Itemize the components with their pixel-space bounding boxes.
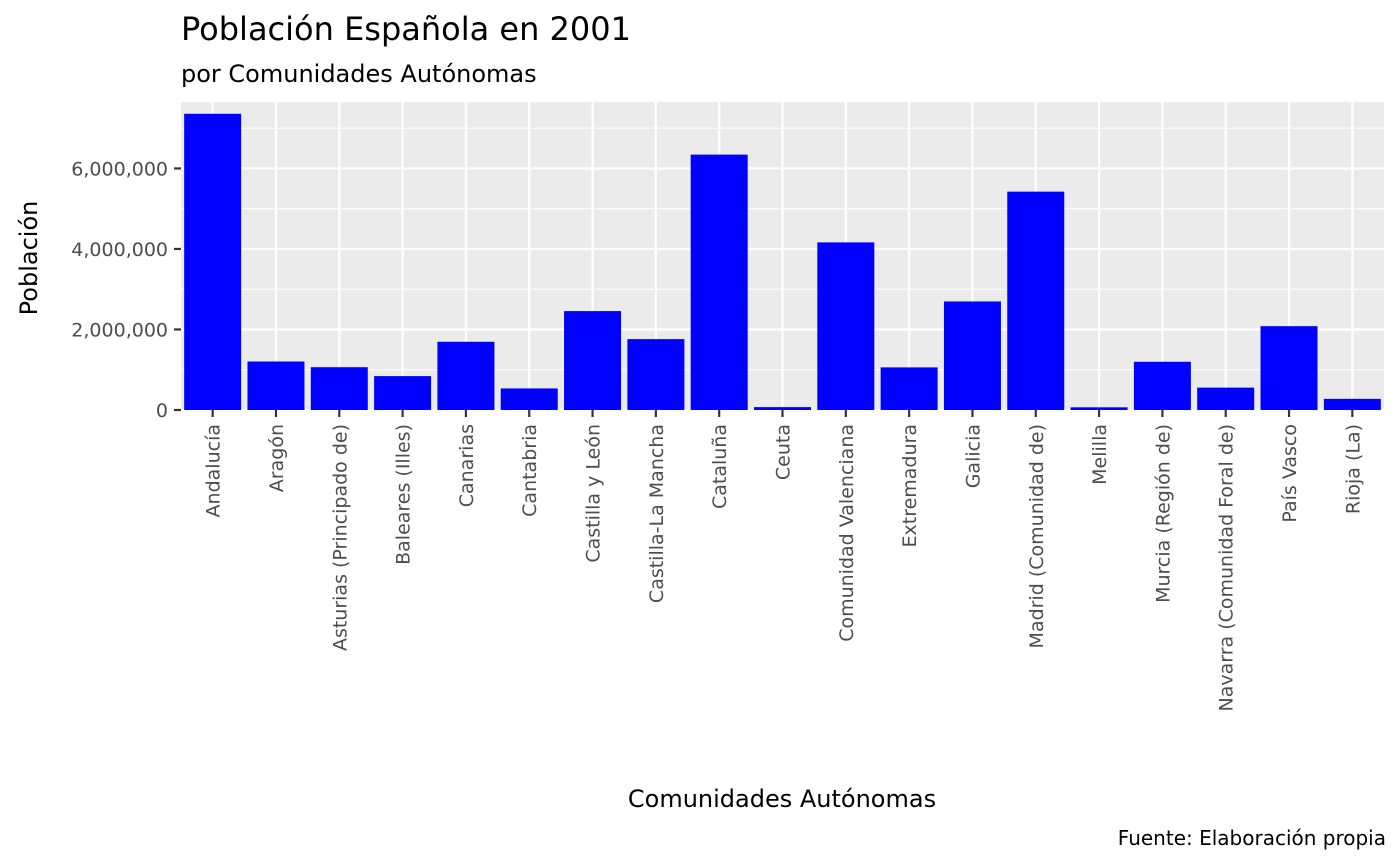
- bar: [817, 242, 875, 410]
- chart-title: Población Española en 2001: [181, 10, 631, 48]
- bar: [310, 367, 368, 410]
- x-tick-label: Asturias (Principado de): [329, 424, 351, 651]
- y-tick-label: 4,000,000: [71, 239, 168, 261]
- bar: [754, 407, 811, 410]
- bar: [184, 113, 242, 410]
- bar: [880, 367, 938, 410]
- x-axis: Andalucía Aragón Asturias (Principado de) B…: [203, 410, 1364, 712]
- x-tick-label: Comunidad Valenciana: [836, 424, 858, 642]
- y-tick-label: 2,000,000: [71, 319, 168, 341]
- x-tick-label: Baleares (Illes): [393, 424, 415, 565]
- x-tick-label: Canarias: [456, 424, 478, 507]
- x-tick-label: Rioja (La): [1342, 424, 1364, 514]
- x-tick-label: Ceuta: [773, 424, 795, 480]
- x-tick-label: Galicia: [962, 424, 984, 488]
- bar: [500, 388, 558, 410]
- x-tick-label: Murcia (Región de): [1152, 424, 1174, 603]
- bar: [247, 361, 305, 410]
- bar: [1007, 191, 1065, 410]
- bar: [690, 154, 748, 410]
- bar: [1070, 407, 1128, 410]
- y-tick-label: 0: [156, 400, 168, 422]
- y-axis: 0 2,000,000 4,000,000 6,000,000: [71, 158, 181, 422]
- bar: [943, 301, 1001, 410]
- bar: [627, 339, 685, 410]
- x-tick-label: País Vasco: [1279, 424, 1301, 523]
- x-tick-label: Madrid (Comunidad de): [1026, 424, 1048, 648]
- chart-caption: Fuente: Elaboración propia: [1118, 826, 1386, 850]
- x-tick-label: Melilla: [1089, 424, 1111, 485]
- bar: [564, 311, 622, 410]
- bars: [184, 113, 1381, 410]
- bar: [1260, 326, 1318, 410]
- x-tick-label: Navarra (Comunidad Foral de): [1216, 424, 1238, 712]
- x-tick-label: Cataluña: [709, 424, 731, 509]
- y-tick-label: 6,000,000: [71, 158, 168, 180]
- x-tick-label: Cantabria: [519, 424, 541, 517]
- x-tick-label: Andalucía: [203, 424, 225, 517]
- bar: [374, 376, 432, 410]
- x-tick-label: Castilla y León: [583, 424, 605, 563]
- x-tick-label: Extremadura: [899, 424, 921, 548]
- y-axis-title: Población: [15, 201, 43, 316]
- x-axis-title: Comunidades Autónomas: [628, 785, 936, 813]
- x-tick-label: Castilla-La Mancha: [646, 424, 668, 603]
- chart-subtitle: por Comunidades Autónomas: [181, 60, 537, 88]
- bar: [437, 341, 495, 410]
- bar: [1133, 361, 1191, 410]
- bar: [1323, 398, 1381, 410]
- x-tick-label: Aragón: [266, 424, 288, 492]
- bar: [1197, 387, 1255, 410]
